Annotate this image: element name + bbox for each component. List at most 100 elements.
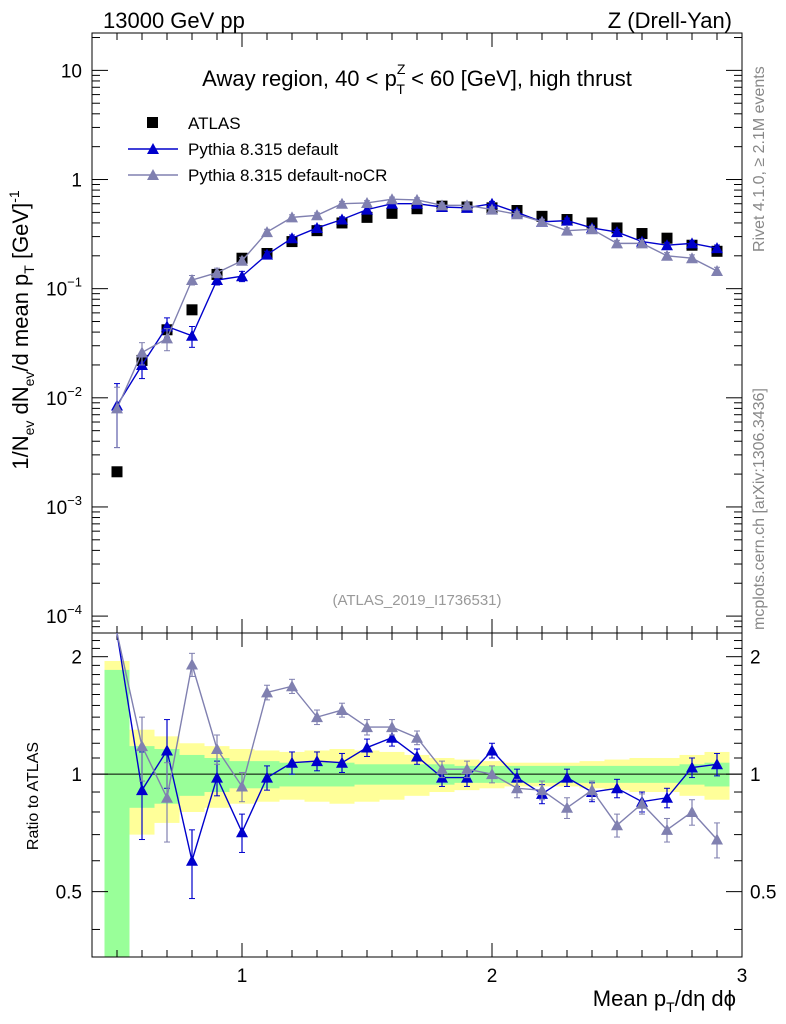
series-default-point	[486, 197, 498, 209]
plot-title-sup: Z	[397, 61, 406, 77]
ratio-band-inner	[104, 669, 130, 957]
series-nocr-ratio-point	[211, 743, 223, 755]
series-default-ratio-point	[361, 741, 373, 753]
series-default-ratio-point	[386, 731, 398, 743]
series-nocr-point	[286, 211, 298, 223]
series-nocr-point	[511, 208, 523, 220]
series-default-ratio-point	[136, 784, 148, 796]
series-nocr-point	[161, 332, 173, 344]
series-nocr-point	[461, 199, 473, 211]
legend-atlas-label: ATLAS	[188, 114, 241, 133]
series-default-ratio-point	[311, 755, 323, 767]
series-default-point	[261, 248, 273, 260]
xlabel-a: Mean p	[593, 986, 666, 1011]
series-nocr-ratio-point	[661, 823, 673, 835]
series-nocr-point	[486, 203, 498, 215]
series-nocr-ratio-point	[386, 721, 398, 733]
series-nocr-ratio-point	[286, 680, 298, 692]
series-nocr-point	[636, 237, 648, 249]
series-nocr-point	[611, 237, 623, 249]
series-nocr-ratio-point	[186, 658, 198, 670]
legend-nocr-marker	[147, 169, 159, 180]
main-y-tick-label: 10−4	[46, 602, 82, 628]
ylabel-d: [GeV]	[8, 203, 33, 265]
ylabel-a-sub: ev	[21, 421, 37, 436]
series-nocr-ratio-point	[411, 731, 423, 743]
xlabel-a-sub: T	[666, 999, 675, 1015]
series-default-ratio-point	[336, 756, 348, 768]
series-default-point	[286, 232, 298, 244]
series-default-ratio-point	[611, 782, 623, 794]
series-nocr-ratio-point	[686, 805, 698, 817]
series-default-ratio-point	[686, 761, 698, 773]
series-default-ratio-point	[561, 771, 573, 783]
series-nocr-ratio-point	[536, 784, 548, 796]
series-default-ratio-point	[486, 744, 498, 756]
atlas-data-point	[111, 466, 123, 478]
ylabel-d-sup: -1	[6, 190, 22, 203]
atlas-data-point	[386, 207, 398, 219]
ratio-y-tick-label: 0.5	[56, 883, 82, 904]
legend-nocr-label: Pythia 8.315 default-noCR	[188, 166, 387, 185]
main-y-tick-label: 10−1	[46, 275, 82, 301]
series-default-ratio-point	[186, 854, 198, 866]
series-nocr-point	[136, 346, 148, 358]
series-default-point	[611, 226, 623, 238]
ratio-y-tick-label: 1	[71, 765, 82, 786]
series-nocr-point	[586, 223, 598, 235]
series-nocr-ratio-point	[436, 763, 448, 775]
side-rivet-label: Rivet 4.1.0, ≥ 2.1M events	[751, 66, 768, 252]
series-default-ratio-point	[711, 758, 723, 770]
ratio-y-axis-label: Ratio to ATLAS	[25, 742, 42, 850]
plot-title-pre: Away region, 40 < p	[202, 66, 397, 91]
energy-label: 13000 GeV pp	[103, 8, 245, 33]
ylabel-b: dN	[8, 386, 33, 420]
series-nocr-point	[686, 252, 698, 264]
series-default-ratio-point	[236, 826, 248, 838]
ylabel-c-sub: T	[21, 265, 37, 274]
series-nocr-ratio-point	[136, 740, 148, 752]
x-tick-label: 2	[487, 966, 498, 987]
atlas-data-point	[636, 228, 648, 240]
series-default-point	[336, 213, 348, 225]
legend: ATLAS Pythia 8.315 default Pythia 8.315 …	[128, 114, 387, 185]
x-tick-label: 3	[737, 966, 748, 987]
series-nocr-ratio-point	[461, 763, 473, 775]
series-default-ratio-point	[411, 750, 423, 762]
series-default-point	[361, 203, 373, 215]
main-y-tick-label: 1	[71, 171, 82, 192]
series-nocr-point	[111, 402, 123, 414]
series-nocr-point	[561, 224, 573, 236]
series-default-ratio-point	[211, 771, 223, 783]
plot-title-sub: T	[396, 81, 405, 97]
series-nocr-point	[711, 265, 723, 277]
ratio-band-inner	[179, 754, 205, 796]
legend-atlas-marker	[147, 117, 158, 128]
series-default-ratio-point	[511, 771, 523, 783]
series-nocr-point	[411, 193, 423, 205]
series-nocr-point	[361, 196, 373, 208]
series-nocr-point	[211, 266, 223, 278]
ylabel-c: /d mean p	[8, 274, 33, 372]
series-nocr-point	[386, 193, 398, 205]
ratio-y-tick-label-right: 1	[750, 765, 761, 786]
series-nocr-ratio-point	[561, 801, 573, 813]
ratio-y-tick-label-right: 0.5	[750, 883, 776, 904]
atlas-data-point	[361, 211, 373, 223]
x-axis-label: Mean pT/dη dϕ	[593, 986, 736, 1015]
series-nocr-ratio-point	[161, 791, 173, 803]
main-panel: 10−4 10−3 10−2 10−1 1 10	[46, 32, 743, 634]
xlabel-b: /dη dϕ	[675, 986, 736, 1011]
ratio-y-tick-label: 2	[71, 648, 82, 669]
series-nocr-ratio-point	[636, 797, 648, 809]
ylabel-a: 1/N	[8, 435, 33, 469]
series-nocr-point	[661, 249, 673, 261]
analysis-watermark: (ATLAS_2019_I1736531)	[332, 592, 501, 609]
series-default-point	[236, 270, 248, 282]
plot-title-post: < 60 [GeV], high thrust	[405, 66, 632, 91]
legend-default-marker	[147, 143, 159, 154]
process-label: Z (Drell-Yan)	[608, 8, 732, 33]
main-y-tick-label: 10−3	[46, 493, 82, 519]
atlas-data-point	[661, 232, 673, 244]
series-default-point	[661, 239, 673, 251]
